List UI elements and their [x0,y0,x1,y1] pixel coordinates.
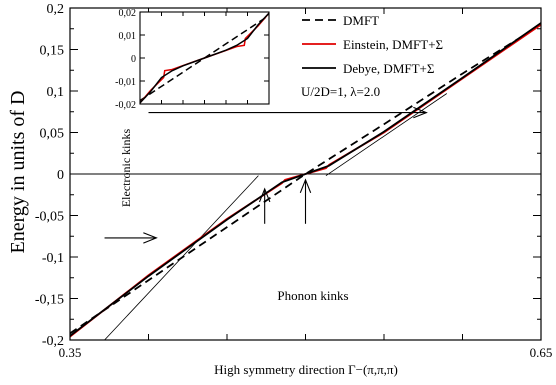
y-tick-label: 0,2 [47,2,65,17]
y-tick-label: -0,15 [35,293,64,308]
params-annotation: U/2D=1, λ=2.0 [301,84,380,99]
arrow-phonon-right [299,178,312,224]
inset-y-tick-label: 0,02 [119,8,137,19]
y-axis-label: Energy in units of D [7,91,29,254]
arrow-electronic-high [148,106,428,119]
inset-series-debye-dmft [140,12,269,104]
legend: DMFT Einstein, DMFT+Σ Debye, DMFT+Σ [302,13,443,76]
main-plot: -0,2 -0,15 -0,1 -0,05 0 0,05 0,1 0,15 0,2 0.35 0.6… [35,2,553,360]
legend-label-einstein-dmft: Einstein, DMFT+Σ [343,37,443,52]
legend-label-debye-dmft: Debye, DMFT+Σ [343,61,434,76]
inset-y-tick-label: -0,02 [115,100,136,111]
x-tick-label: 0.65 [530,345,553,360]
inset-y-tick-label: 0,01 [119,31,137,42]
y-tick-label: -0,1 [42,251,64,266]
y-tick-label: 0,05 [40,127,65,142]
legend-label-dmft: DMFT [343,13,379,28]
reference-line [325,93,448,176]
x-axis-label: High symmetry direction Γ−(π,π,π) [214,362,398,377]
y-tick-label: 0,15 [40,44,65,59]
arrow-phonon-left [258,187,271,224]
y-tick-label: -0,05 [35,210,64,225]
y-tick-label: 0,1 [47,85,65,100]
series-debye-dmft [70,22,541,337]
x-tick-label: 0.35 [59,345,82,360]
inset-frame [139,11,270,105]
arrow-low-kink [104,232,158,244]
inset-y-tick-label: -0,01 [115,77,136,88]
inset-y-tick-label: 0 [131,54,136,65]
main-frame [69,7,542,341]
inset-plot: -0,02 -0,01 0 0,01 0,02 [115,8,270,111]
y-tick-label: -0,2 [42,334,64,349]
y-tick-label: 0 [57,168,64,183]
series-dmft [70,23,541,335]
electronic-kinks-label: Electronic kinks [119,129,133,208]
phonon-kinks-label: Phonon kinks [277,288,348,303]
